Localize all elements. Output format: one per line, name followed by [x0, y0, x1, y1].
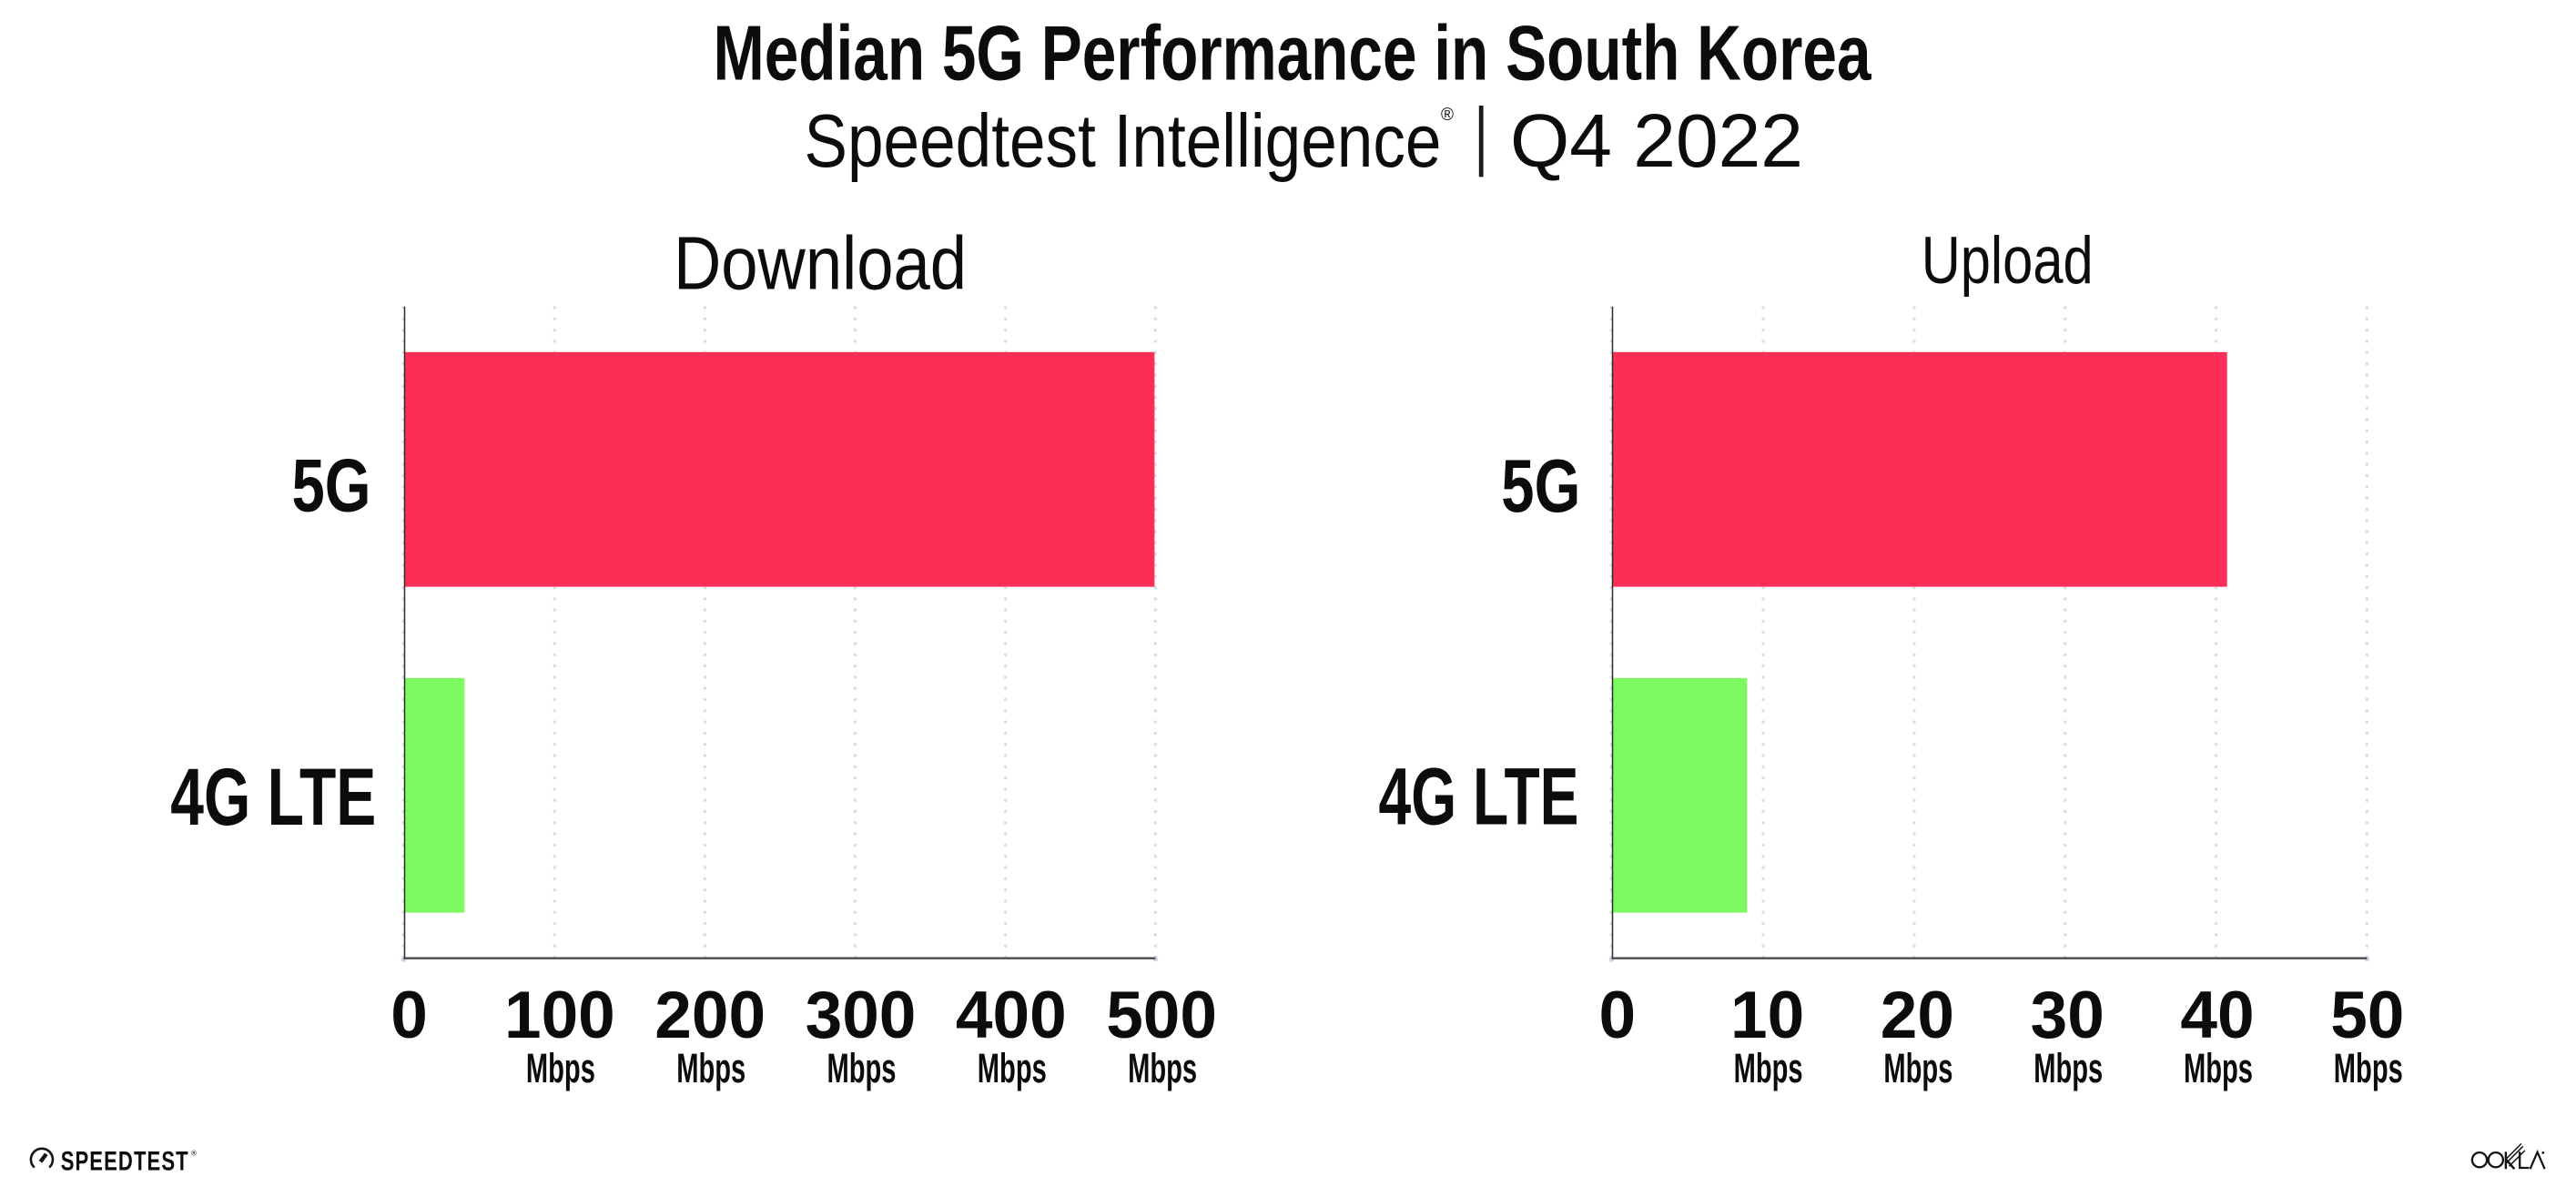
svg-text:20: 20 [1881, 979, 1954, 1052]
svg-text:40: 40 [2180, 979, 2254, 1052]
svg-text:®: ® [191, 1150, 197, 1158]
svg-text:Mbps: Mbps [2184, 1045, 2253, 1091]
svg-text:5G: 5G [1501, 443, 1580, 528]
svg-text:Mbps: Mbps [1734, 1045, 1803, 1091]
svg-text:Median 5G Performance in South: Median 5G Performance in South Korea [714, 11, 1872, 97]
svg-text:Mbps: Mbps [978, 1045, 1047, 1091]
svg-text:0: 0 [1598, 979, 1636, 1052]
svg-text:Download: Download [674, 221, 967, 306]
svg-text:400: 400 [956, 979, 1067, 1052]
svg-text:50: 50 [2330, 979, 2404, 1052]
svg-text:30: 30 [2031, 979, 2104, 1052]
svg-text:Mbps: Mbps [676, 1045, 745, 1091]
svg-text:SPEEDTEST: SPEEDTEST [61, 1146, 189, 1176]
svg-text:200: 200 [654, 979, 766, 1052]
svg-text:Mbps: Mbps [1128, 1045, 1197, 1091]
svg-text:5G: 5G [292, 443, 371, 528]
svg-text:100: 100 [504, 979, 615, 1052]
svg-text:500: 500 [1106, 979, 1217, 1052]
svg-text:300: 300 [806, 979, 917, 1052]
svg-text:Mbps: Mbps [2334, 1045, 2403, 1091]
svg-text:4G LTE: 4G LTE [1379, 751, 1579, 842]
svg-text:0: 0 [390, 979, 428, 1052]
svg-text:10: 10 [1730, 979, 1804, 1052]
svg-text:Speedtest Intelligence: Speedtest Intelligence [805, 98, 1442, 183]
svg-text:Mbps: Mbps [2033, 1045, 2103, 1091]
svg-text:®: ® [1441, 106, 1454, 125]
svg-text:Q4 2022: Q4 2022 [1510, 98, 1803, 183]
svg-text:4G LTE: 4G LTE [170, 751, 376, 842]
svg-text:Mbps: Mbps [1883, 1045, 1952, 1091]
svg-text:Upload: Upload [1922, 224, 2094, 298]
svg-text:Mbps: Mbps [526, 1045, 595, 1091]
svg-text:Mbps: Mbps [827, 1045, 897, 1091]
